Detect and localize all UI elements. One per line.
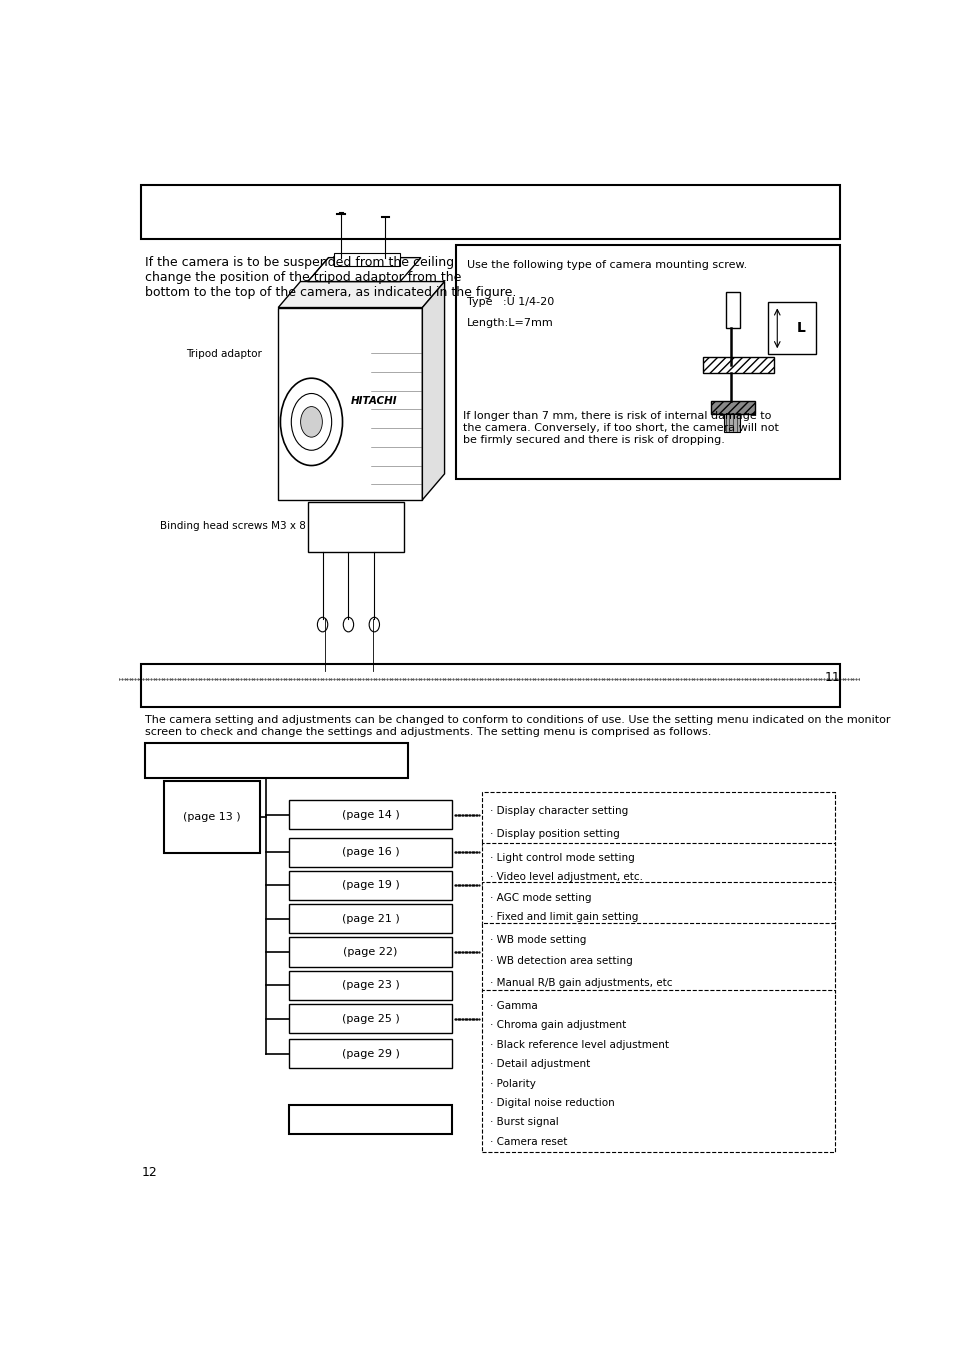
- Bar: [710, 401, 755, 413]
- Bar: [481, 792, 834, 846]
- Polygon shape: [278, 308, 422, 500]
- Bar: [289, 837, 452, 867]
- Text: 11: 11: [823, 671, 840, 684]
- Text: change the position of the tripod adaptor from the: change the position of the tripod adapto…: [145, 270, 461, 284]
- Bar: [289, 801, 452, 829]
- Bar: [767, 302, 816, 354]
- Circle shape: [369, 670, 376, 679]
- Bar: [141, 664, 840, 707]
- Text: · Chroma gain adjustment: · Chroma gain adjustment: [490, 1021, 626, 1030]
- Text: · Light control mode setting: · Light control mode setting: [490, 853, 635, 863]
- Text: (page 13 ): (page 13 ): [183, 811, 240, 822]
- Bar: [724, 292, 740, 328]
- Circle shape: [343, 617, 354, 632]
- Text: Use the following type of camera mounting screw.: Use the following type of camera mountin…: [466, 259, 746, 270]
- Text: The camera setting and adjustments can be changed to conform to conditions of us: The camera setting and adjustments can b…: [145, 716, 890, 737]
- Bar: [481, 842, 834, 887]
- Text: · Video level adjustment, etc.: · Video level adjustment, etc.: [490, 872, 642, 882]
- Bar: [289, 1104, 452, 1134]
- Text: (page 14 ): (page 14 ): [341, 810, 399, 819]
- Bar: [289, 871, 452, 900]
- Text: · Manual R/B gain adjustments, etc: · Manual R/B gain adjustments, etc: [490, 977, 672, 988]
- Circle shape: [317, 617, 328, 632]
- Text: · Polarity: · Polarity: [490, 1079, 536, 1088]
- Text: (page 25 ): (page 25 ): [341, 1014, 399, 1023]
- Bar: [145, 743, 407, 779]
- Text: L: L: [796, 321, 804, 335]
- Text: · Camera reset: · Camera reset: [490, 1137, 567, 1148]
- Bar: [702, 358, 773, 373]
- Text: · Gamma: · Gamma: [490, 1000, 537, 1011]
- Text: · AGC mode setting: · AGC mode setting: [490, 892, 591, 903]
- Text: (page 16 ): (page 16 ): [341, 848, 399, 857]
- Polygon shape: [422, 282, 444, 500]
- Circle shape: [369, 617, 379, 632]
- Bar: [164, 780, 259, 853]
- Bar: [481, 923, 834, 994]
- Bar: [289, 904, 452, 933]
- Text: (page 29 ): (page 29 ): [341, 1049, 399, 1058]
- Text: · Display character setting: · Display character setting: [490, 806, 628, 815]
- Text: If the camera is to be suspended from the ceiling,: If the camera is to be suspended from th…: [145, 255, 457, 269]
- Bar: [334, 254, 400, 266]
- Bar: [481, 991, 834, 1152]
- Text: 12: 12: [141, 1165, 157, 1179]
- Text: Type   :U 1/4-20: Type :U 1/4-20: [466, 297, 554, 308]
- Text: · Black reference level adjustment: · Black reference level adjustment: [490, 1040, 669, 1050]
- Text: (page 23 ): (page 23 ): [341, 980, 399, 991]
- Circle shape: [300, 406, 322, 437]
- Polygon shape: [278, 282, 444, 308]
- Bar: [289, 1004, 452, 1033]
- Text: · Display position setting: · Display position setting: [490, 829, 619, 840]
- Text: · Detail adjustment: · Detail adjustment: [490, 1060, 590, 1069]
- Text: · WB mode setting: · WB mode setting: [490, 936, 586, 945]
- Bar: [289, 971, 452, 1000]
- Bar: [141, 185, 840, 239]
- Text: Binding head screws M3 x 8: Binding head screws M3 x 8: [160, 521, 306, 531]
- Text: Length:L=7mm: Length:L=7mm: [466, 319, 553, 328]
- Text: · Digital noise reduction: · Digital noise reduction: [490, 1098, 615, 1108]
- Bar: [308, 502, 403, 552]
- Text: · WB detection area setting: · WB detection area setting: [490, 956, 633, 967]
- Bar: [289, 937, 452, 967]
- Text: · Burst signal: · Burst signal: [490, 1118, 558, 1127]
- Bar: [723, 413, 740, 432]
- Text: Tripod adaptor: Tripod adaptor: [186, 350, 261, 359]
- Bar: [456, 246, 840, 479]
- Polygon shape: [308, 258, 420, 282]
- Text: If longer than 7 mm, there is risk of internal damage to
the camera. Conversely,: If longer than 7 mm, there is risk of in…: [462, 412, 778, 444]
- Bar: [289, 1040, 452, 1068]
- Text: bottom to the top of the camera, as indicated in the figure.: bottom to the top of the camera, as indi…: [145, 286, 516, 298]
- Circle shape: [321, 670, 328, 679]
- Text: · Fixed and limit gain setting: · Fixed and limit gain setting: [490, 911, 639, 922]
- Text: HITACHI: HITACHI: [351, 396, 397, 406]
- Text: (page 21 ): (page 21 ): [341, 914, 399, 923]
- Text: (page 22): (page 22): [343, 946, 397, 957]
- Bar: [481, 883, 834, 926]
- Text: (page 19 ): (page 19 ): [341, 880, 399, 891]
